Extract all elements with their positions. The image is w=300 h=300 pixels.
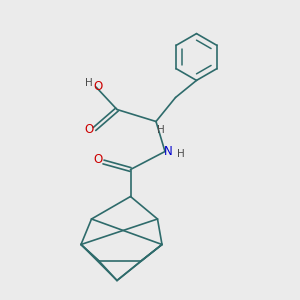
Text: O: O <box>94 153 103 167</box>
Text: H: H <box>85 78 92 88</box>
Text: O: O <box>85 123 94 136</box>
Text: H: H <box>157 125 164 135</box>
Text: O: O <box>94 80 103 94</box>
Text: H: H <box>177 149 184 159</box>
Text: N: N <box>164 145 173 158</box>
